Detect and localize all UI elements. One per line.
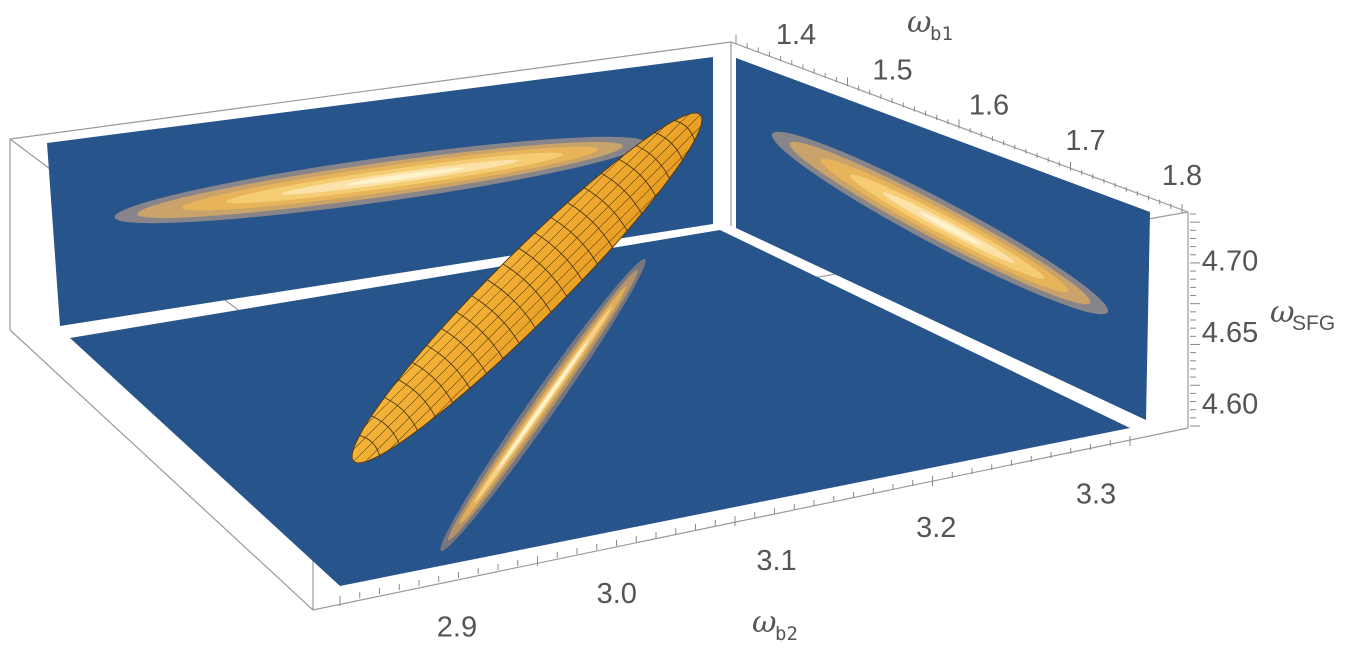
tick-label-omega_SFG-0: 4.60 <box>1202 389 1258 421</box>
axis-b1-subscript: b1 <box>930 23 953 45</box>
surface-mesh-line <box>353 114 701 462</box>
axis-omega-b1-ticks: 1.4 1.5 1.6 1.7 1.8 <box>735 19 1202 213</box>
surface-mesh-line <box>394 155 624 385</box>
projection-floor <box>440 259 646 551</box>
box-bottom-edge <box>9 329 1189 611</box>
axis-label-omega-b1: ω b1 <box>907 5 953 45</box>
tick-label-omega_b1-0: 1.4 <box>776 19 816 51</box>
surface-mesh-line <box>430 191 660 421</box>
axis-sfg-symbol: ω <box>1270 295 1294 330</box>
tick-label-omega_b2-1: 3.0 <box>597 578 637 610</box>
tick-label-omega_b1-2: 1.6 <box>969 90 1009 122</box>
tick-label-omega_b2-0: 2.9 <box>437 611 477 643</box>
axis-omega-sfg-ticks: 4.60 4.65 4.70 <box>1190 213 1258 427</box>
projection-back-left <box>114 136 646 224</box>
projection-back-right <box>771 131 1109 315</box>
axis-sfg-subscript: SFG <box>1292 312 1335 335</box>
tick-label-omega_SFG-1: 4.65 <box>1202 317 1258 349</box>
surface-mesh-line <box>364 125 666 427</box>
tick-label-omega_b1-3: 1.7 <box>1065 125 1105 157</box>
surface-mesh-line <box>353 114 689 450</box>
axis-b2-subscript: b2 <box>775 623 798 645</box>
tick-label-omega_b2-2: 3.1 <box>756 545 796 577</box>
tick-label-omega_b1-4: 1.8 <box>1162 160 1202 192</box>
tick-label-omega_SFG-2: 4.70 <box>1202 246 1258 278</box>
surface-mesh-line <box>365 126 701 462</box>
axis-omega-b2-ticks: 2.9 3.0 3.1 3.2 3.3 <box>339 436 1131 643</box>
floor-panel <box>70 230 1130 586</box>
tick-label-omega_b2-3: 3.2 <box>916 512 956 544</box>
axis-label-omega-b2: ω b2 <box>752 605 798 645</box>
axis-b2-symbol: ω <box>752 605 776 640</box>
surface-mesh-line <box>388 149 690 451</box>
tick-label-omega_b1-1: 1.5 <box>872 54 912 86</box>
tick-label-omega_b2-4: 3.3 <box>1076 479 1116 511</box>
axis-b1-symbol: ω <box>907 5 931 40</box>
isosurface <box>351 112 703 464</box>
axis-label-omega-sfg: ω SFG <box>1270 295 1335 335</box>
